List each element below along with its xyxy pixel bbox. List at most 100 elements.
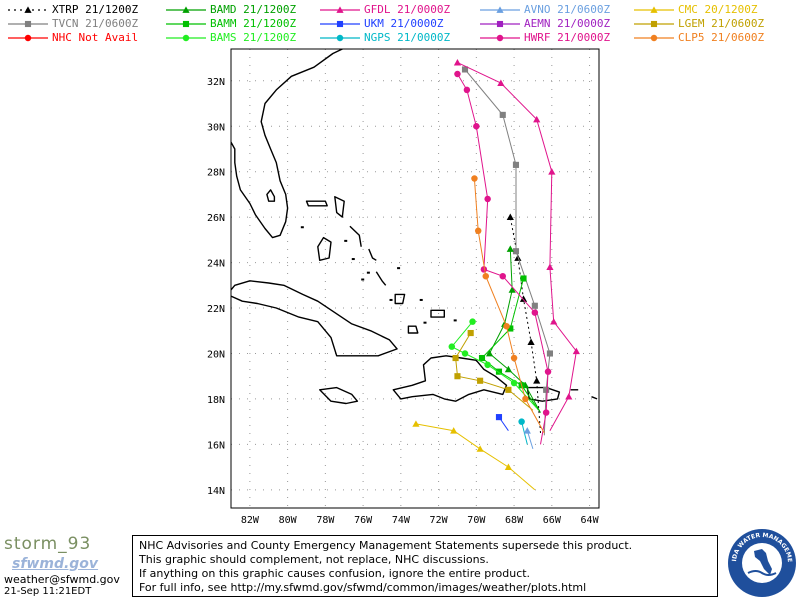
legend-label: BAMS 21/1200Z [210, 31, 297, 44]
track-marker [544, 368, 552, 375]
hispaniola-coast [392, 355, 508, 402]
bahamas-islet [453, 319, 457, 322]
bahamas-islet [397, 267, 401, 270]
track-marker [510, 379, 518, 387]
track-bams [448, 318, 538, 409]
track-marker [499, 272, 506, 280]
track-marker [495, 368, 503, 375]
track-avno [523, 427, 534, 450]
track-marker [467, 329, 474, 337]
storm-name: storm_93 [4, 534, 92, 554]
track-marker [477, 377, 484, 384]
abaco-island [334, 196, 345, 218]
lon-tick-label: 80W [279, 515, 298, 526]
legend-label: HWRF 21/0000Z [524, 31, 611, 44]
model-tracks [412, 59, 580, 491]
track-marker [478, 354, 486, 362]
track-marker [482, 272, 490, 280]
legend-marker-icon [650, 20, 658, 28]
track-lgem [452, 329, 534, 411]
track-marker [412, 420, 420, 427]
track-marker [542, 409, 550, 416]
lake-okeechobee [266, 189, 276, 202]
track-marker [454, 70, 461, 78]
legend-marker-icon [496, 6, 504, 13]
track-marker [506, 245, 514, 252]
track-tvcn [461, 66, 553, 436]
track-marker [533, 115, 541, 123]
legend-label: GFDL 21/0000Z [364, 3, 451, 16]
track-ukm [495, 414, 509, 431]
disclaimer-line: This graphic should complement, not repl… [139, 553, 489, 566]
track-marker [519, 295, 528, 302]
florida-icon [754, 549, 772, 575]
legend-label: CLP5 21/0600Z [678, 31, 765, 44]
legend-marker-icon [650, 6, 658, 13]
legend-entry: LGEM 21/0600Z [632, 17, 792, 31]
track-marker [506, 213, 514, 221]
track-marker [495, 414, 503, 421]
legend-swatch [8, 34, 48, 42]
legend-entry: BAMD 21/1200Z [164, 3, 324, 17]
track-line [526, 430, 534, 450]
track-marker [546, 263, 554, 271]
track-clp5 [471, 175, 545, 434]
lon-tick-label: 66W [543, 515, 562, 526]
legend-swatch [8, 6, 48, 13]
track-marker [469, 318, 476, 325]
legend-entry: TVCN 21/0600Z [6, 17, 166, 31]
legend-entry: BAMM 21/1200Z [164, 17, 324, 31]
water-wave-icon [747, 570, 777, 576]
lat-tick-label: 30N [207, 122, 225, 133]
lat-tick-label: 16N [207, 440, 225, 451]
contact-email: weather@sfwmd.gov [4, 573, 120, 586]
lat-tick-label: 22N [207, 304, 225, 315]
track-marker [448, 343, 456, 350]
lon-tick-label: 64W [581, 515, 600, 526]
cuba-coast [231, 280, 398, 357]
lat-tick-label: 14N [207, 486, 225, 497]
track-marker [507, 325, 514, 332]
legend-marker-icon [336, 6, 344, 13]
track-marker [463, 86, 471, 94]
track-marker [522, 395, 529, 403]
legend-swatch [480, 20, 520, 28]
track-marker [527, 338, 535, 346]
legend-marker-icon [336, 20, 344, 28]
legend-entry: HWRF 21/0000Z [478, 31, 638, 45]
cat-island [368, 248, 377, 261]
track-marker [512, 161, 520, 168]
andros-island [317, 236, 332, 261]
legend-marker-icon [496, 34, 504, 42]
legend-label: TVCN 21/0600Z [52, 17, 139, 30]
lon-tick-label: 82W [241, 515, 260, 526]
track-marker [548, 168, 556, 175]
lon-tick-label: 72W [430, 515, 449, 526]
bahamas-islet [344, 239, 348, 242]
legend-marker-icon [496, 20, 504, 28]
track-marker [572, 347, 580, 355]
disclaimer-line: For full info, see http://my.sfwmd.gov/s… [139, 581, 587, 594]
track-marker [497, 79, 505, 86]
site-logo: sfwmd.gov [12, 556, 99, 572]
legend-swatch [480, 34, 520, 42]
track-marker [508, 286, 516, 293]
track-marker [504, 365, 513, 373]
track-hwrf [454, 70, 552, 445]
disclaimer-line: NHC Advisories and County Emergency Mana… [139, 539, 633, 552]
track-marker [484, 195, 491, 203]
legend-swatch [320, 20, 360, 28]
legend-swatch [320, 6, 360, 13]
track-gfdl [453, 59, 580, 431]
track-marker [461, 350, 469, 357]
timestamp: 21-Sep 11:21EDT [4, 586, 92, 597]
legend-swatch [8, 20, 48, 28]
legend-swatch [634, 6, 674, 13]
legend-marker-icon [24, 20, 32, 28]
track-marker [512, 248, 520, 255]
track-line [451, 321, 538, 409]
legend-swatch [320, 34, 360, 42]
track-line [457, 62, 577, 431]
bahamas-islet [419, 298, 423, 301]
model-legend: XTRP 21/1200Z TVCN 21/0600Z NHC Not Avail B… [0, 0, 800, 46]
